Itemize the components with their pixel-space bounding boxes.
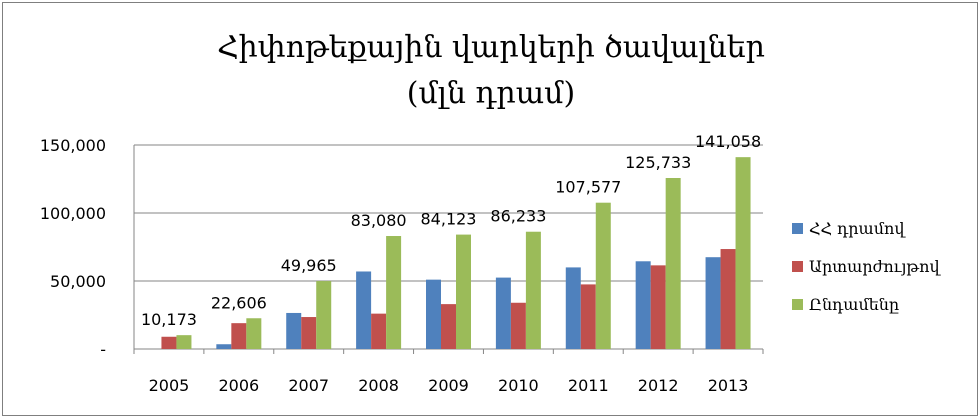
bar-3-2007 xyxy=(316,281,332,349)
legend-label-3: Ընդամենը xyxy=(809,295,899,314)
bar-chart: Հիփոթեքային վարկերի ծավալներ (մլն դրամ) … xyxy=(40,30,942,395)
data-label-2010: 86,233 xyxy=(490,207,546,226)
bar-1-2008 xyxy=(356,271,372,349)
data-label-2007: 49,965 xyxy=(281,256,337,275)
bar-2-2013 xyxy=(720,249,736,349)
bar-3-2006 xyxy=(246,318,262,349)
bar-3-2011 xyxy=(595,202,611,349)
data-label-2013: 141,058 xyxy=(695,132,761,151)
x-tick-label: 2012 xyxy=(638,376,679,395)
bar-3-2005 xyxy=(176,335,192,349)
data-label-2008: 83,080 xyxy=(351,211,407,230)
y-tick-label: 100,000 xyxy=(40,204,106,223)
bar-3-2008 xyxy=(386,236,402,349)
legend-label-2: Արտարժույթով xyxy=(809,257,941,276)
bar-1-2011 xyxy=(565,267,581,349)
legend-swatch-2 xyxy=(792,261,803,272)
x-tick-label: 2009 xyxy=(428,376,469,395)
data-label-2009: 84,123 xyxy=(421,210,477,229)
bar-3-2013 xyxy=(735,157,751,349)
bar-2-2007 xyxy=(301,317,317,349)
x-tick-label: 2013 xyxy=(708,376,749,395)
legend-label-1: ՀՀ դրամով xyxy=(809,219,906,238)
data-label-2005: 10,173 xyxy=(141,310,197,329)
legend-swatch-3 xyxy=(792,299,803,310)
data-label-2011: 107,577 xyxy=(555,178,621,197)
x-tick-label: 2006 xyxy=(218,376,259,395)
chart-title-line-1: Հիփոթեքային վարկերի ծավալներ xyxy=(217,30,765,65)
x-tick-label: 2011 xyxy=(568,376,609,395)
bar-2-2009 xyxy=(441,304,456,349)
x-tick-label: 2005 xyxy=(149,376,190,395)
chart-title-line-2: (մլն դրամ) xyxy=(407,76,575,111)
bar-2-2011 xyxy=(580,284,596,349)
bar-1-2012 xyxy=(635,261,651,349)
bar-1-2006 xyxy=(216,344,232,349)
x-tick-label: 2008 xyxy=(358,376,399,395)
bar-2-2012 xyxy=(650,265,666,349)
bar-3-2012 xyxy=(665,178,681,349)
x-tick-label: 2007 xyxy=(288,376,329,395)
bar-2-2006 xyxy=(231,323,247,349)
bar-2-2010 xyxy=(510,302,526,349)
bar-2-2005 xyxy=(161,336,177,349)
y-tick-label: 150,000 xyxy=(40,136,106,155)
bar-1-2013 xyxy=(705,257,721,349)
bar-3-2009 xyxy=(456,234,471,349)
data-label-2006: 22,606 xyxy=(211,293,267,312)
bar-1-2007 xyxy=(286,312,302,349)
legend-swatch-1 xyxy=(792,223,803,234)
y-tick-label: 50,000 xyxy=(50,272,106,291)
bar-2-2008 xyxy=(371,313,387,349)
x-tick-label: 2010 xyxy=(498,376,539,395)
bar-1-2010 xyxy=(495,277,511,349)
y-tick-label: - xyxy=(100,340,106,359)
bar-3-2010 xyxy=(525,231,541,349)
data-label-2012: 125,733 xyxy=(625,153,691,172)
bar-1-2009 xyxy=(426,279,441,349)
